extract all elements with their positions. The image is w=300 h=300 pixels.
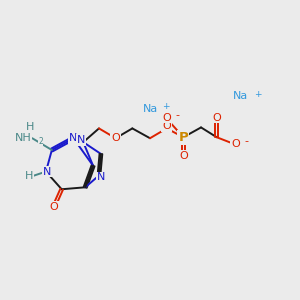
Text: -: - [176, 110, 179, 120]
Text: -: - [244, 136, 248, 146]
Text: Na: Na [142, 104, 158, 114]
Text: +: + [254, 90, 262, 99]
Text: O: O [231, 139, 240, 149]
Text: NH: NH [14, 133, 31, 143]
Text: O: O [179, 151, 188, 161]
Text: O: O [212, 112, 221, 123]
Text: N: N [97, 172, 105, 182]
Text: N: N [77, 135, 86, 145]
Text: O: O [111, 133, 120, 143]
Text: P: P [178, 131, 188, 144]
Text: O: O [50, 202, 58, 212]
Text: +: + [162, 102, 169, 111]
Text: H: H [26, 122, 34, 132]
Text: N: N [69, 133, 78, 143]
Text: H: H [25, 170, 34, 181]
Text: N: N [43, 167, 51, 177]
Text: O: O [162, 112, 171, 123]
Text: 2: 2 [38, 137, 43, 146]
Text: Na: Na [233, 91, 248, 101]
Text: O: O [162, 122, 171, 131]
